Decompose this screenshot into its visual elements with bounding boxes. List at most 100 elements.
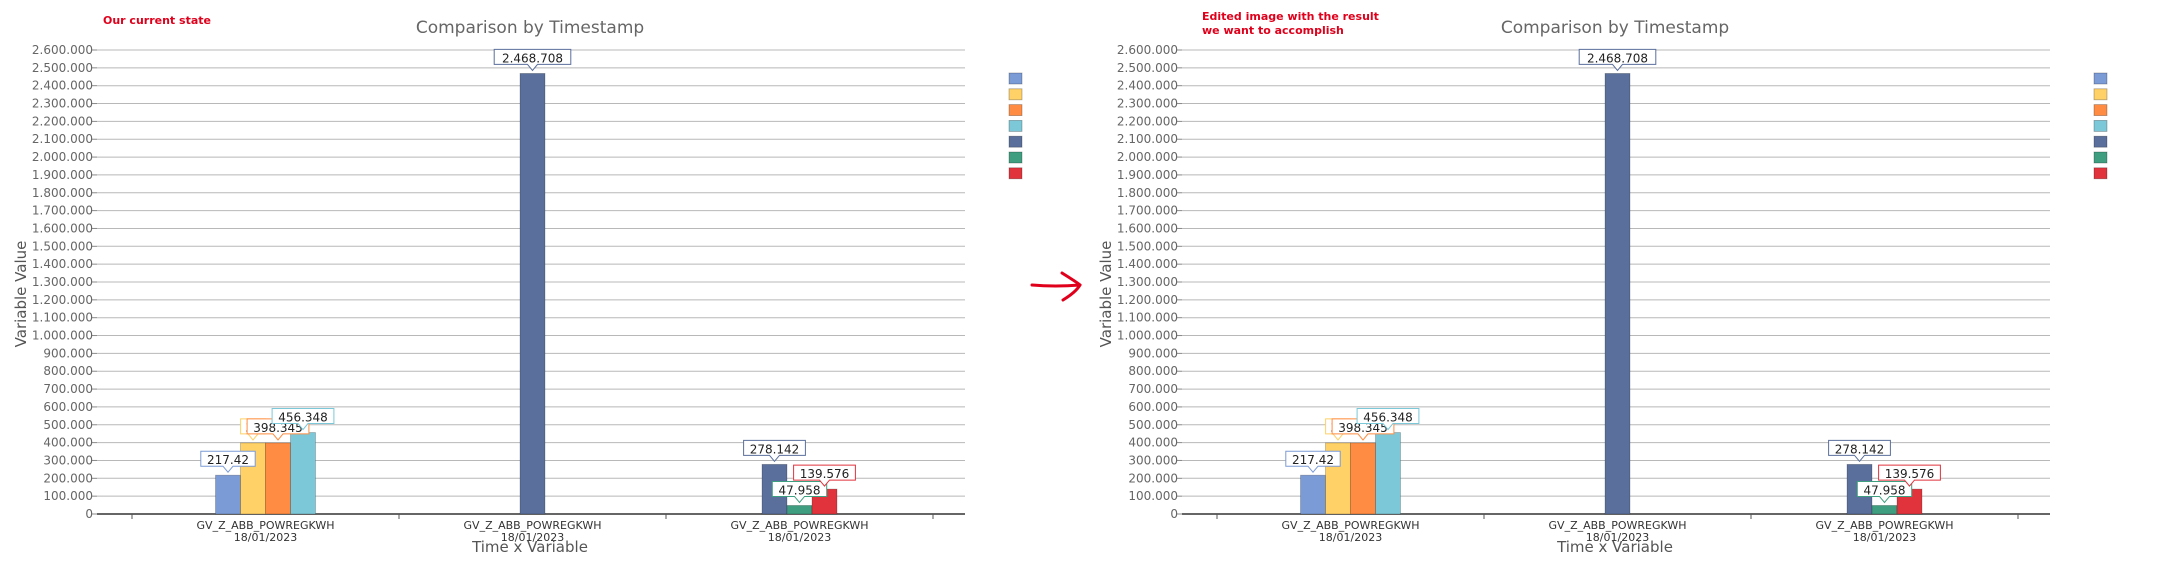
y-tick-label: 2.000.000 — [32, 150, 93, 164]
y-tick-label: 1.100.000 — [1117, 311, 1178, 325]
y-tick-label: 1.500.000 — [32, 239, 93, 253]
data-label: 217.42 — [1285, 450, 1341, 473]
data-label-text: 217.42 — [1292, 453, 1334, 467]
y-tick-label: 1.800.000 — [32, 186, 93, 200]
y-axis-title: Variable Value — [1097, 241, 1115, 348]
y-tick-label: 1.300.000 — [1117, 275, 1178, 289]
data-label: 456.348 — [1356, 408, 1420, 431]
y-tick-label: 1.900.000 — [1117, 168, 1178, 182]
data-label: 139.576 — [793, 464, 856, 487]
y-tick-label: 400.000 — [43, 436, 93, 450]
data-label-box — [200, 450, 256, 473]
y-tick-label: 1.000.000 — [32, 329, 93, 343]
bar — [519, 73, 546, 515]
y-axis-title: Variable Value — [12, 241, 30, 348]
data-label-text: 2.468.708 — [1587, 51, 1648, 65]
y-tick-label: 1.100.000 — [32, 311, 93, 325]
data-label: 278.142 — [743, 439, 806, 463]
y-tick-label: 100.000 — [1128, 489, 1178, 503]
bar — [1871, 505, 1898, 515]
y-tick-label: 2.300.000 — [1117, 97, 1178, 111]
y-tick-label: 1.700.000 — [1117, 204, 1178, 218]
y-tick-label: 300.000 — [1128, 453, 1178, 467]
bar — [786, 505, 813, 515]
x-tick-label-date: 18/01/2023 — [1319, 531, 1382, 544]
data-label-box — [1578, 48, 1657, 72]
chart-title: Comparison by Timestamp — [1501, 18, 1729, 38]
data-label-text: 47.958 — [779, 483, 821, 497]
legend-swatch — [1008, 104, 1023, 116]
y-tick-label: 2.300.000 — [32, 97, 93, 111]
x-tick-label-date: 18/01/2023 — [1853, 531, 1916, 544]
data-label: 2.468.708 — [1578, 48, 1657, 72]
y-tick-label: 400.000 — [1128, 436, 1178, 450]
data-label-text: 278.142 — [750, 442, 800, 456]
legend-swatch — [2093, 88, 2108, 101]
data-label-box — [1356, 408, 1420, 431]
y-tick-label: 700.000 — [43, 382, 93, 396]
data-label: 398.345 — [1331, 418, 1395, 441]
chart-title: Comparison by Timestamp — [416, 18, 644, 38]
y-tick-label: 1.200.000 — [32, 293, 93, 307]
data-label-text: 456.348 — [1363, 411, 1413, 425]
y-tick-label: 1.700.000 — [32, 204, 93, 218]
x-tick-label: GV_Z_ABB_POWREGKWH — [464, 519, 602, 532]
bar — [290, 432, 316, 515]
data-label: 278.142 — [1828, 439, 1891, 463]
y-tick-label: 800.000 — [43, 364, 93, 378]
legend-swatch — [2093, 104, 2108, 116]
legend-swatch — [1008, 135, 1023, 148]
y-tick-label: 2.500.000 — [1117, 61, 1178, 75]
data-label-text: 139.576 — [1885, 467, 1935, 481]
y-tick-label: 900.000 — [1128, 346, 1178, 360]
y-tick-label: 1.000.000 — [1117, 329, 1178, 343]
y-tick-label: 2.100.000 — [1117, 132, 1178, 146]
bar — [1375, 432, 1401, 515]
y-tick-label: 100.000 — [43, 489, 93, 503]
data-label-text: 47.958 — [1864, 483, 1906, 497]
y-tick-label: 2.000.000 — [1117, 150, 1178, 164]
data-label: 398.345 — [246, 418, 310, 441]
y-tick-label: 2.500.000 — [32, 61, 93, 75]
legend-swatch — [1008, 151, 1023, 164]
data-label-box — [1878, 464, 1941, 487]
bar — [1300, 474, 1326, 515]
y-tick-label: 2.600.000 — [32, 43, 93, 57]
data-label: 2.468.708 — [493, 48, 572, 72]
x-tick-label: GV_Z_ABB_POWREGKWH — [731, 519, 869, 532]
y-tick-label: 200.000 — [1128, 471, 1178, 485]
data-label-box — [271, 408, 335, 431]
y-tick-label: 700.000 — [1128, 382, 1178, 396]
bar — [215, 474, 241, 515]
legend-swatch — [1008, 72, 1023, 85]
y-tick-label: 2.400.000 — [1117, 79, 1178, 93]
y-tick-label: 1.600.000 — [32, 221, 93, 235]
y-tick-label: 2.200.000 — [32, 114, 93, 128]
data-label-box — [493, 48, 572, 72]
data-label-text: 398.345 — [253, 421, 303, 435]
y-tick-label: 1.600.000 — [1117, 221, 1178, 235]
y-tick-label: 200.000 — [43, 471, 93, 485]
legend-swatch — [2093, 120, 2108, 132]
y-tick-label: 300.000 — [43, 453, 93, 467]
y-tick-label: 1.300.000 — [32, 275, 93, 289]
y-tick-label: 1.400.000 — [1117, 257, 1178, 271]
y-tick-label: 1.900.000 — [32, 168, 93, 182]
data-label: 217.42 — [200, 450, 256, 473]
legend-swatch — [2093, 167, 2108, 180]
chart-left: Comparison by Timestamp 0 100.000 200.000 30… — [12, 18, 1023, 556]
y-tick-label: 2.600.000 — [1117, 43, 1178, 57]
y-tick-label: 900.000 — [43, 346, 93, 360]
bar — [1350, 442, 1376, 515]
y-tick-label: 500.000 — [43, 418, 93, 432]
y-tick-label: 1.800.000 — [1117, 186, 1178, 200]
x-tick-label: GV_Z_ABB_POWREGKWH — [197, 519, 335, 532]
y-tick-label: 800.000 — [1128, 364, 1178, 378]
x-tick-label: GV_Z_ABB_POWREGKWH — [1282, 519, 1420, 532]
x-tick-label-date: 18/01/2023 — [1586, 531, 1649, 544]
data-label-box — [1285, 450, 1341, 473]
x-tick-label-date: 18/01/2023 — [501, 531, 564, 544]
y-tick-label: 1.200.000 — [1117, 293, 1178, 307]
data-label-text: 2.468.708 — [502, 51, 563, 65]
y-tick-label: 2.200.000 — [1117, 114, 1178, 128]
